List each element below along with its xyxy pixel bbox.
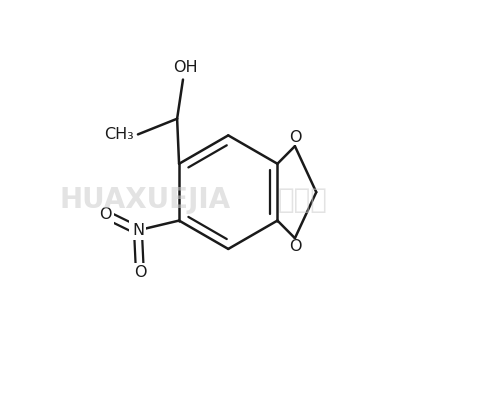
- Text: O: O: [133, 265, 146, 280]
- Text: OH: OH: [173, 60, 197, 75]
- Text: N: N: [132, 223, 144, 238]
- Text: O: O: [288, 130, 301, 145]
- Text: HUAXUEJIA: HUAXUEJIA: [60, 186, 231, 214]
- Text: CH₃: CH₃: [104, 127, 134, 142]
- Text: O: O: [99, 207, 112, 222]
- Text: 化学加: 化学加: [277, 186, 327, 214]
- Text: O: O: [288, 239, 301, 254]
